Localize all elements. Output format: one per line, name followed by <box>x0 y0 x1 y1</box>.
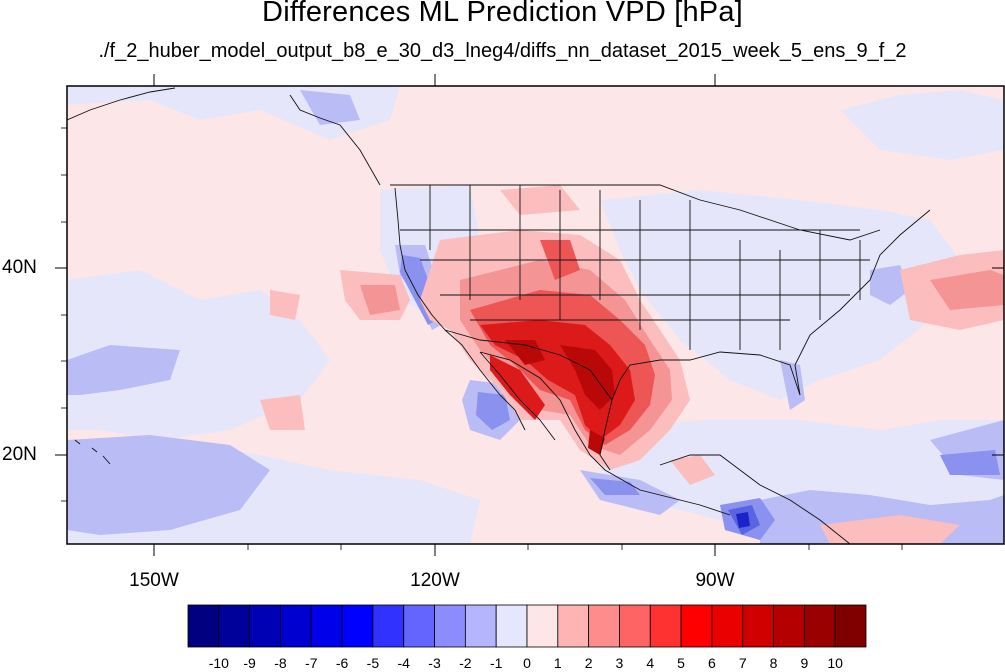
colorbar-label: -10 <box>208 655 229 671</box>
colorbar-label: 9 <box>800 655 809 671</box>
lon-label-120w: 120W <box>410 570 460 591</box>
colorbar-label: -7 <box>305 655 318 671</box>
colorbar-swatch <box>434 604 466 648</box>
axis-ticks <box>55 74 1004 556</box>
colorbar-swatch <box>372 604 405 648</box>
colorbar-label: 6 <box>708 655 716 671</box>
colorbar-label: -9 <box>243 655 256 671</box>
colorbar-swatch <box>187 604 220 648</box>
colorbar-label: 5 <box>677 655 685 671</box>
colorbar-label: -4 <box>397 655 410 671</box>
colorbar-swatch <box>403 604 435 648</box>
colorbar-swatch <box>280 604 312 648</box>
colorbar-swatch <box>803 604 836 648</box>
colorbar-swatch <box>526 604 559 648</box>
colorbar-label: 10 <box>827 655 843 671</box>
colorbar-swatch <box>711 604 744 648</box>
colorbar-swatch <box>495 604 528 648</box>
colorbar-swatch <box>557 604 590 648</box>
axis-minor-ticks <box>61 127 903 550</box>
colorbar-label: -5 <box>366 655 380 671</box>
colorbar-swatch <box>619 604 651 648</box>
colorbar-swatch <box>249 604 281 648</box>
coastlines-and-borders <box>67 87 931 544</box>
map-title: Differences ML Prediction VPD [hPa] <box>262 0 743 28</box>
positive-field-regions <box>260 185 1004 544</box>
colorbar-label: 0 <box>523 655 531 671</box>
colorbar-label: -1 <box>489 655 503 671</box>
colorbar-swatch <box>742 604 774 648</box>
colorbar-swatch <box>588 604 620 648</box>
colorbar-swatch <box>773 604 805 648</box>
map-subtitle: ./f_2_huber_model_output_b8_e_30_d3_lneg… <box>98 40 907 62</box>
colorbar-swatch <box>464 604 497 648</box>
lat-label-20n: 20N <box>2 444 37 465</box>
colorbar-label: -2 <box>459 655 472 671</box>
lat-label-40n: 40N <box>2 257 37 278</box>
colorbar-swatch <box>834 604 867 648</box>
lon-label-150w: 150W <box>129 570 179 591</box>
colorbar-label: 3 <box>615 655 624 671</box>
colorbar-swatch <box>341 604 374 648</box>
colorbar-label: -6 <box>335 655 349 671</box>
colorbar-swatch <box>649 604 682 648</box>
colorbar-label: 7 <box>738 655 747 671</box>
colorbar-label: -3 <box>428 655 441 671</box>
colorbar-label: 1 <box>553 655 562 671</box>
colorbar-swatch <box>310 604 343 648</box>
colorbar-label: -8 <box>274 655 287 671</box>
colorbar-label: 4 <box>646 655 655 671</box>
colorbar-label: 2 <box>584 655 593 671</box>
colorbar-swatch <box>680 604 713 648</box>
colorbar-swatch <box>218 604 251 648</box>
lon-label-90w: 90W <box>695 570 735 591</box>
colorbar-label: 8 <box>769 655 778 671</box>
